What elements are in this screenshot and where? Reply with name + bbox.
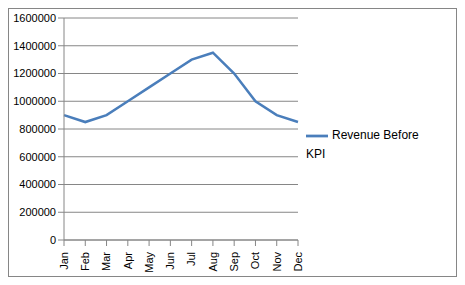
svg-text:Jul: Jul — [185, 252, 197, 266]
svg-text:1000000: 1000000 — [13, 95, 56, 107]
html-text:Revenue Before KPI: Revenue Before KPI — [306, 127, 419, 161]
svg-text:Jan: Jan — [58, 252, 70, 270]
svg-text:Oct: Oct — [249, 252, 261, 269]
svg-text:May: May — [143, 252, 155, 273]
svg-text:600000: 600000 — [19, 151, 56, 163]
svg-text:Aug: Aug — [207, 252, 219, 272]
svg-text:Nov: Nov — [271, 252, 283, 272]
svg-text:Sep: Sep — [228, 252, 240, 272]
svg-text:200000: 200000 — [19, 206, 56, 218]
svg-text:400000: 400000 — [19, 178, 56, 190]
svg-text:800000: 800000 — [19, 123, 56, 135]
svg-text:Feb: Feb — [79, 252, 91, 271]
svg-text:Dec: Dec — [292, 252, 304, 272]
svg-text:Apr: Apr — [122, 252, 134, 269]
svg-text:Mar: Mar — [100, 252, 112, 271]
svg-text:1400000: 1400000 — [13, 40, 56, 52]
svg-text:1600000: 1600000 — [13, 12, 56, 24]
svg-text:0: 0 — [50, 234, 56, 246]
svg-text:1200000: 1200000 — [13, 67, 56, 79]
svg-text:Jun: Jun — [164, 252, 176, 270]
